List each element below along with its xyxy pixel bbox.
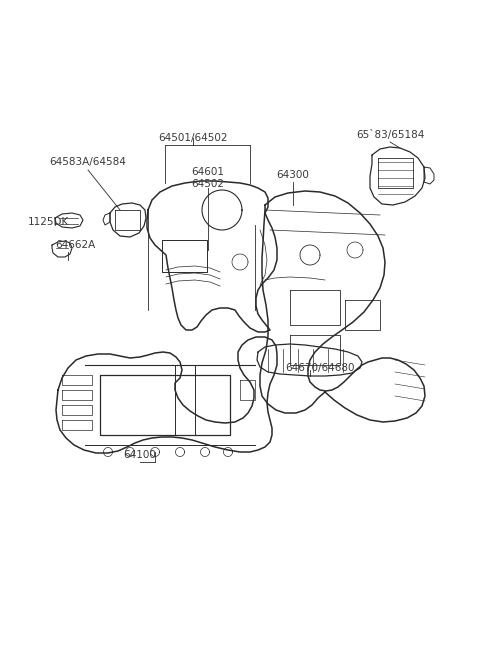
Text: 64670/64680: 64670/64680: [285, 363, 355, 373]
Text: 64100: 64100: [123, 450, 156, 460]
Text: 64501/64502: 64501/64502: [158, 133, 228, 143]
Text: 64300: 64300: [276, 170, 310, 180]
Text: 64583A/64584: 64583A/64584: [49, 157, 126, 167]
Text: 65ˋ83/65184: 65ˋ83/65184: [356, 130, 424, 140]
Text: 64662A: 64662A: [55, 240, 95, 250]
Text: 1125DK: 1125DK: [28, 217, 69, 227]
Text: 64601
64502: 64601 64502: [192, 167, 225, 189]
